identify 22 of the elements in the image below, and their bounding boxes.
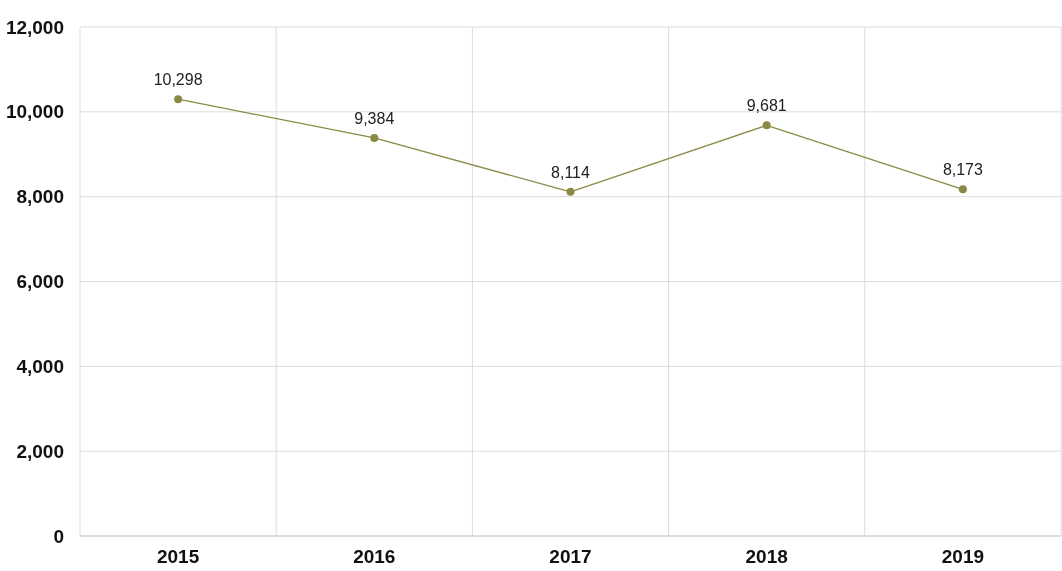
point — [958, 185, 967, 194]
data-label: 9,681 — [746, 97, 787, 115]
point — [370, 133, 379, 142]
y-tick-label: 4,000 — [16, 355, 64, 377]
y-tick-label: 10,000 — [5, 101, 64, 123]
x-tick-label: 2016 — [353, 546, 396, 567]
y-tick-label: 12,000 — [5, 16, 64, 38]
data-label: 8,114 — [551, 163, 591, 181]
point — [762, 121, 771, 130]
x-tick-label: 2019 — [941, 546, 985, 567]
y-tick-label: 0 — [53, 525, 64, 547]
x-tick-label: 2015 — [156, 546, 200, 567]
point — [566, 187, 575, 196]
point — [174, 95, 183, 104]
x-tick-label: 2018 — [745, 546, 788, 567]
y-tick-label: 8,000 — [16, 186, 64, 208]
data-label: 10,298 — [153, 71, 203, 89]
y-tick-label: 2,000 — [16, 440, 64, 462]
x-tick-label: 2017 — [549, 546, 592, 567]
data-label: 9,384 — [354, 109, 395, 127]
y-tick-label: 6,000 — [16, 271, 64, 293]
data-label: 8,173 — [942, 161, 984, 179]
